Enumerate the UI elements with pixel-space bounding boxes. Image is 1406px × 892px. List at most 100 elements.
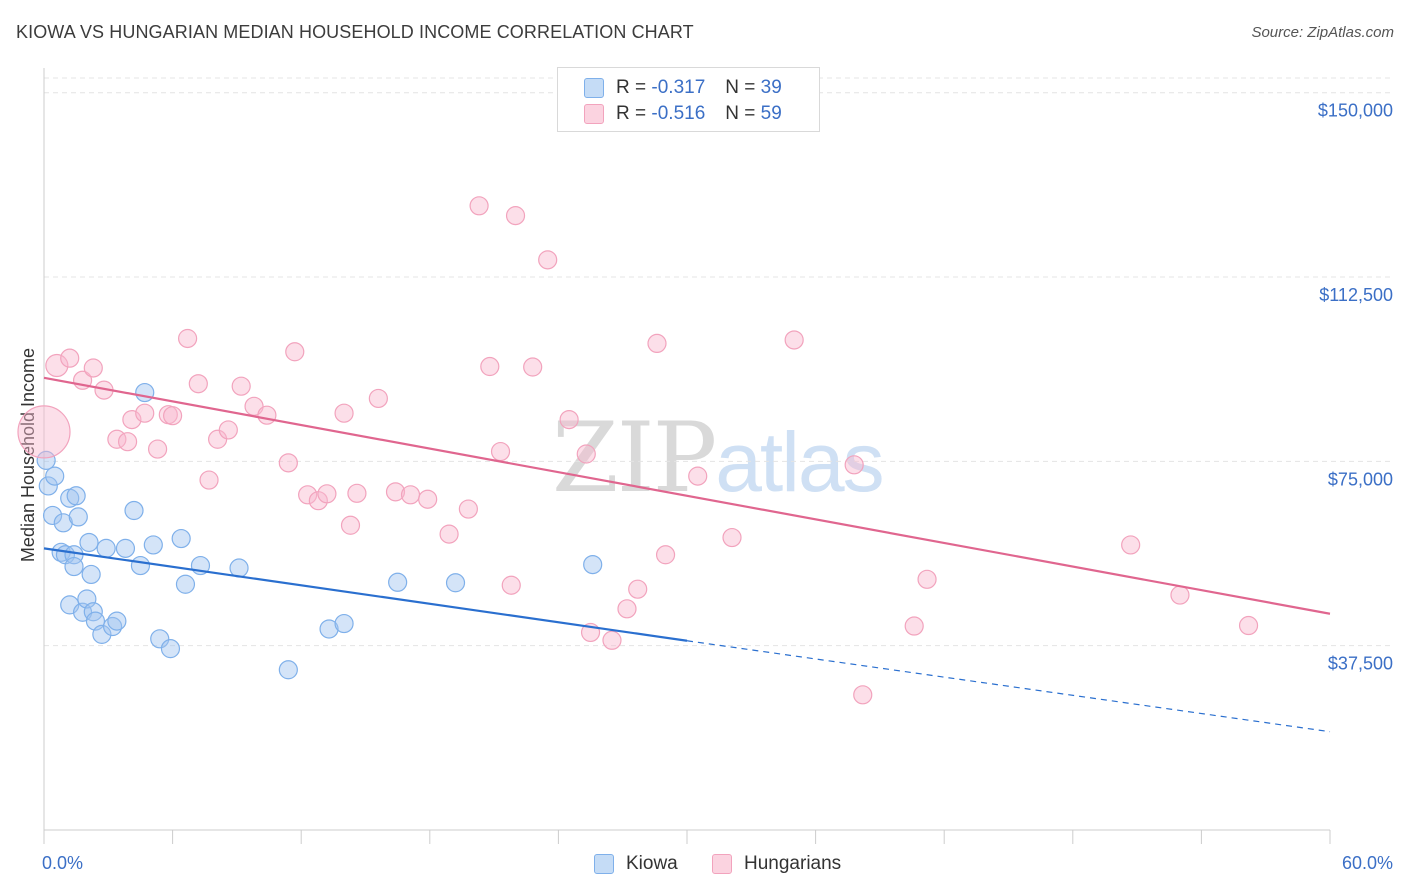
kiowa-point <box>175 574 196 594</box>
hungarians-point <box>17 405 71 459</box>
legend-item-hungarians[interactable]: Hungarians <box>712 853 841 875</box>
hungarians-point <box>523 357 543 377</box>
hungarians-point <box>917 569 937 589</box>
kiowa-point <box>388 572 408 592</box>
hungarians-point <box>655 545 676 565</box>
hungarians-point <box>178 328 198 349</box>
kiowa-point <box>96 538 116 558</box>
hungarians-swatch <box>584 104 604 124</box>
kiowa-n-value: 39 <box>760 77 782 98</box>
hungarians-r-value: -0.516 <box>651 103 706 124</box>
watermark-atlas: atlas <box>715 415 884 509</box>
hungarians-r-label: R = <box>616 103 647 124</box>
hungarians-point <box>505 206 526 226</box>
hungarians-point <box>231 376 251 396</box>
x-tick-label-min: 0.0% <box>42 853 83 873</box>
hungarians-point <box>1238 615 1259 636</box>
legend-kiowa-label: Kiowa <box>626 853 678 874</box>
hungarians-point <box>559 409 579 430</box>
y-tick-label: $150,000 <box>1318 101 1393 121</box>
hungarians-point <box>188 374 208 394</box>
kiowa-point <box>81 564 101 585</box>
kiowa-point <box>445 573 466 593</box>
stats-legend: R = -0.317 N = 39 R = -0.516 N = 59 <box>557 67 820 132</box>
hungarians-point <box>163 406 183 426</box>
hungarians-point <box>722 527 742 548</box>
kiowa-point <box>38 476 58 496</box>
hungarians-trend-line <box>43 376 1331 615</box>
legend-hungarians-swatch <box>712 854 732 874</box>
source-credit: Source: ZipAtlas.com <box>1251 24 1394 41</box>
hungarians-point <box>1121 535 1141 555</box>
y-tick-label: $112,500 <box>1319 285 1393 305</box>
hungarians-point <box>617 599 637 619</box>
kiowa-point <box>36 450 56 470</box>
hungarians-point <box>576 444 596 464</box>
hungarians-point <box>45 353 69 378</box>
kiowa-point <box>68 507 88 527</box>
hungarians-point <box>688 466 708 486</box>
stats-legend-row-hungarians: R = -0.516 N = 59 <box>584 102 782 126</box>
hungarians-point <box>317 484 337 504</box>
hungarians-point <box>285 342 305 362</box>
hungarians-point <box>501 575 521 595</box>
hungarians-point <box>298 485 318 505</box>
y-axis-label: Median Household Income <box>18 348 38 562</box>
hungarians-point <box>469 196 489 216</box>
hungarians-point <box>135 403 155 423</box>
hungarians-point <box>199 470 219 490</box>
hungarians-point <box>439 524 459 544</box>
hungarians-point <box>853 685 873 705</box>
hungarians-point <box>844 455 864 475</box>
hungarians-point <box>458 499 478 519</box>
stats-legend-row-kiowa: R = -0.317 N = 39 <box>584 76 782 100</box>
kiowa-point <box>66 486 86 506</box>
hungarians-point <box>340 515 361 535</box>
kiowa-swatch <box>584 78 604 98</box>
kiowa-point <box>107 611 127 631</box>
hungarians-point <box>904 616 924 636</box>
hungarians-point <box>1170 585 1190 605</box>
kiowa-point <box>42 505 63 526</box>
hungarians-point <box>257 405 277 425</box>
kiowa-r-label: R = <box>616 77 647 98</box>
kiowa-point <box>92 624 112 644</box>
kiowa-point <box>319 619 339 639</box>
legend-item-kiowa[interactable]: Kiowa <box>594 853 678 875</box>
kiowa-point <box>171 528 191 549</box>
kiowa-n-label: N = <box>725 77 756 98</box>
kiowa-point <box>583 554 603 575</box>
kiowa-point <box>160 639 181 659</box>
hungarians-point <box>490 441 511 462</box>
kiowa-point <box>45 466 65 486</box>
hungarians-point <box>602 630 622 650</box>
kiowa-point <box>135 382 155 403</box>
kiowa-point <box>79 532 99 553</box>
hungarians-point <box>218 420 238 440</box>
hungarians-point <box>117 432 138 452</box>
hungarians-point <box>628 579 648 599</box>
hungarians-point <box>784 330 804 350</box>
hungarians-n-value: 59 <box>760 103 782 124</box>
kiowa-point <box>229 558 249 578</box>
hungarians-point <box>60 348 80 368</box>
hungarians-point <box>538 250 558 270</box>
hungarians-point <box>334 403 354 423</box>
hungarians-point <box>647 333 667 354</box>
y-tick-label: $37,500 <box>1328 654 1393 674</box>
legend-kiowa-swatch <box>594 854 614 874</box>
kiowa-point <box>334 613 354 634</box>
hungarians-point <box>278 453 298 473</box>
hungarians-point <box>147 439 168 459</box>
kiowa-point <box>130 555 151 576</box>
kiowa-point <box>115 538 136 558</box>
hungarians-point <box>385 482 406 502</box>
chart-title: KIOWA VS HUNGARIAN MEDIAN HOUSEHOLD INCO… <box>16 22 694 42</box>
kiowa-r-value: -0.317 <box>651 77 706 98</box>
hungarians-point <box>400 485 421 505</box>
hungarians-n-label: N = <box>725 103 756 124</box>
hungarians-point <box>418 489 438 509</box>
x-tick-label-max: 60.0% <box>1342 853 1393 873</box>
hungarians-point <box>480 356 500 377</box>
